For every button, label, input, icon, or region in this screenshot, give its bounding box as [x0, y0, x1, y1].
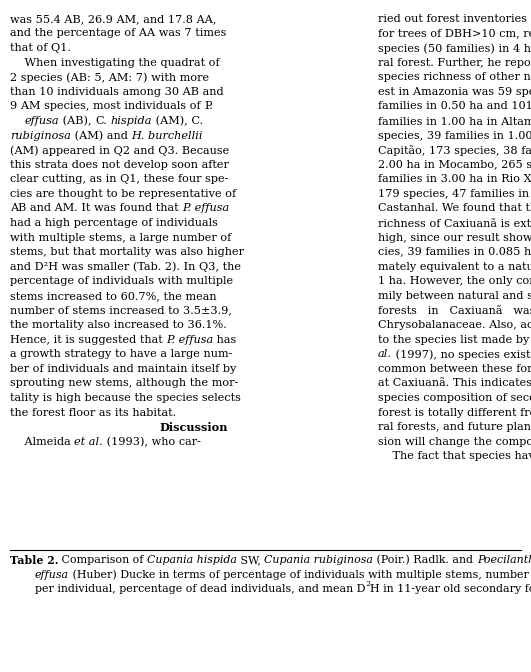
- Text: AB and AM. It was found that: AB and AM. It was found that: [10, 204, 182, 214]
- Text: with multiple stems, a large number of: with multiple stems, a large number of: [10, 233, 231, 243]
- Text: Almeida: Almeida: [10, 437, 74, 447]
- Text: SW,: SW,: [237, 555, 264, 565]
- Text: 2 species (AB: 5, AM: 7) with more: 2 species (AB: 5, AM: 7) with more: [10, 72, 209, 83]
- Text: richness of Caxiuanã is extremely: richness of Caxiuanã is extremely: [378, 218, 531, 229]
- Text: ral forests, and future plant succes-: ral forests, and future plant succes-: [378, 422, 531, 432]
- Text: that of Q1.: that of Q1.: [10, 43, 71, 53]
- Text: (AM), C.: (AM), C.: [152, 116, 203, 126]
- Text: P.: P.: [204, 101, 213, 112]
- Text: stems, but that mortality was also higher: stems, but that mortality was also highe…: [10, 247, 244, 257]
- Text: the mortality also increased to 36.1%.: the mortality also increased to 36.1%.: [10, 320, 227, 330]
- Text: 2: 2: [365, 580, 370, 587]
- Text: ber of individuals and maintain itself by: ber of individuals and maintain itself b…: [10, 364, 236, 374]
- Text: hispida: hispida: [110, 116, 152, 126]
- Text: for trees of DBH>10 cm, recorded 338: for trees of DBH>10 cm, recorded 338: [378, 28, 531, 38]
- Text: Cupania hispida: Cupania hispida: [147, 555, 237, 565]
- Text: cies are thought to be representative of: cies are thought to be representative of: [10, 189, 236, 199]
- Text: forest is totally different from natu-: forest is totally different from natu-: [378, 408, 531, 417]
- Text: a growth strategy to have a large num-: a growth strategy to have a large num-: [10, 349, 232, 360]
- Text: (1993), who car-: (1993), who car-: [103, 437, 201, 447]
- Text: per individual, percentage of dead individuals, and mean D: per individual, percentage of dead indiv…: [35, 585, 365, 595]
- Text: species composition of secondary: species composition of secondary: [378, 393, 531, 403]
- Text: percentage of individuals with multiple: percentage of individuals with multiple: [10, 276, 233, 286]
- Text: rubiginosa: rubiginosa: [10, 130, 71, 140]
- Text: (Huber) Ducke in terms of percentage of individuals with multiple stems, number : (Huber) Ducke in terms of percentage of …: [68, 570, 531, 581]
- Text: species (50 families) in 4 ha of natu-: species (50 families) in 4 ha of natu-: [378, 43, 531, 54]
- Text: ried out forest inventories in Caxiuanã: ried out forest inventories in Caxiuanã: [378, 14, 531, 24]
- Text: high, since our result showed 110 spe-: high, since our result showed 110 spe-: [378, 233, 531, 243]
- Text: was 55.4 AB, 26.9 AM, and 17.8 AA,: was 55.4 AB, 26.9 AM, and 17.8 AA,: [10, 14, 216, 24]
- Text: common between these forest types: common between these forest types: [378, 364, 531, 374]
- Text: Capitão, 173 species, 38 families in: Capitão, 173 species, 38 families in: [378, 145, 531, 156]
- Text: est in Amazonia was 59 species, 29: est in Amazonia was 59 species, 29: [378, 87, 531, 97]
- Text: C.: C.: [95, 116, 107, 126]
- Text: Discussion: Discussion: [159, 422, 228, 433]
- Text: Chrysobalanaceae. Also, according: Chrysobalanaceae. Also, according: [378, 320, 531, 330]
- Text: ral forest. Further, he reported that the: ral forest. Further, he reported that th…: [378, 58, 531, 68]
- Text: families in 3.00 ha in Rio Xingu and: families in 3.00 ha in Rio Xingu and: [378, 174, 531, 184]
- Text: than 10 individuals among 30 AB and: than 10 individuals among 30 AB and: [10, 87, 224, 97]
- Text: 9 AM species, most individuals of: 9 AM species, most individuals of: [10, 101, 204, 112]
- Text: al.: al.: [378, 349, 392, 360]
- Text: 1 ha. However, the only common fa-: 1 ha. However, the only common fa-: [378, 276, 531, 286]
- Text: Poecilanthe: Poecilanthe: [477, 555, 531, 565]
- Text: When investigating the quadrat of: When investigating the quadrat of: [10, 58, 219, 68]
- Text: forests   in   Caxiuanã   was: forests in Caxiuanã was: [378, 306, 531, 316]
- Text: Table 2.: Table 2.: [10, 555, 58, 566]
- Text: P. effusa: P. effusa: [182, 204, 229, 214]
- Text: 179 species, 47 families in 3.50 ha in: 179 species, 47 families in 3.50 ha in: [378, 189, 531, 199]
- Text: Hence, it is suggested that: Hence, it is suggested that: [10, 335, 166, 345]
- Text: (AM) appeared in Q2 and Q3. Because: (AM) appeared in Q2 and Q3. Because: [10, 145, 229, 156]
- Text: H in 11-year old secondary forest: H in 11-year old secondary forest: [370, 585, 531, 595]
- Text: and the percentage of AA was 7 times: and the percentage of AA was 7 times: [10, 28, 226, 38]
- Text: (Poir.) Radlk. and: (Poir.) Radlk. and: [373, 555, 477, 566]
- Text: effusa: effusa: [35, 570, 68, 580]
- Text: clear cutting, as in Q1, these four spe-: clear cutting, as in Q1, these four spe-: [10, 174, 228, 184]
- Text: families in 0.50 ha and 101 species, 30: families in 0.50 ha and 101 species, 30: [378, 101, 531, 112]
- Text: Comparison of: Comparison of: [58, 555, 147, 565]
- Text: (AB),: (AB),: [59, 116, 95, 126]
- Text: sion will change the composition.: sion will change the composition.: [378, 437, 531, 447]
- Text: Cupania rubiginosa: Cupania rubiginosa: [264, 555, 373, 565]
- Text: species richness of other natural for-: species richness of other natural for-: [378, 72, 531, 82]
- Text: P. effusa: P. effusa: [166, 335, 213, 345]
- Text: mily between natural and secondary: mily between natural and secondary: [378, 291, 531, 301]
- Text: the forest floor as its habitat.: the forest floor as its habitat.: [10, 408, 176, 417]
- Text: Castanhal. We found that the species: Castanhal. We found that the species: [378, 204, 531, 214]
- Text: had a high percentage of individuals: had a high percentage of individuals: [10, 218, 218, 228]
- Text: to the species list made by Lisboa: to the species list made by Lisboa: [378, 335, 531, 345]
- Text: 2.00 ha in Mocambo, 265 species, 39: 2.00 ha in Mocambo, 265 species, 39: [378, 160, 531, 170]
- Text: H. burchellii: H. burchellii: [131, 130, 203, 140]
- Text: (1997), no species existed in: (1997), no species existed in: [392, 349, 531, 360]
- Text: has: has: [213, 335, 237, 345]
- Text: families in 1.00 ha in Altamira, 121: families in 1.00 ha in Altamira, 121: [378, 116, 531, 126]
- Text: number of stems increased to 3.5±3.9,: number of stems increased to 3.5±3.9,: [10, 306, 232, 316]
- Text: sprouting new stems, although the mor-: sprouting new stems, although the mor-: [10, 378, 238, 388]
- Text: and D²H was smaller (Tab. 2). In Q3, the: and D²H was smaller (Tab. 2). In Q3, the: [10, 262, 241, 272]
- Text: stems increased to 60.7%, the mean: stems increased to 60.7%, the mean: [10, 291, 216, 301]
- Text: cies, 39 families in 0.085 ha, approxi-: cies, 39 families in 0.085 ha, approxi-: [378, 247, 531, 257]
- Text: et al.: et al.: [74, 437, 103, 447]
- Text: (AM) and: (AM) and: [71, 130, 131, 141]
- Text: tality is high because the species selects: tality is high because the species selec…: [10, 393, 241, 403]
- Text: this strata does not develop soon after: this strata does not develop soon after: [10, 160, 229, 170]
- Text: at Caxiuanã. This indicates that the: at Caxiuanã. This indicates that the: [378, 378, 531, 388]
- Text: species, 39 families in 1.00 ha in: species, 39 families in 1.00 ha in: [378, 130, 531, 140]
- Text: effusa: effusa: [24, 116, 59, 126]
- Text: mately equivalent to a natural forest of: mately equivalent to a natural forest of: [378, 262, 531, 271]
- Text: The fact that species have dis-: The fact that species have dis-: [378, 452, 531, 462]
